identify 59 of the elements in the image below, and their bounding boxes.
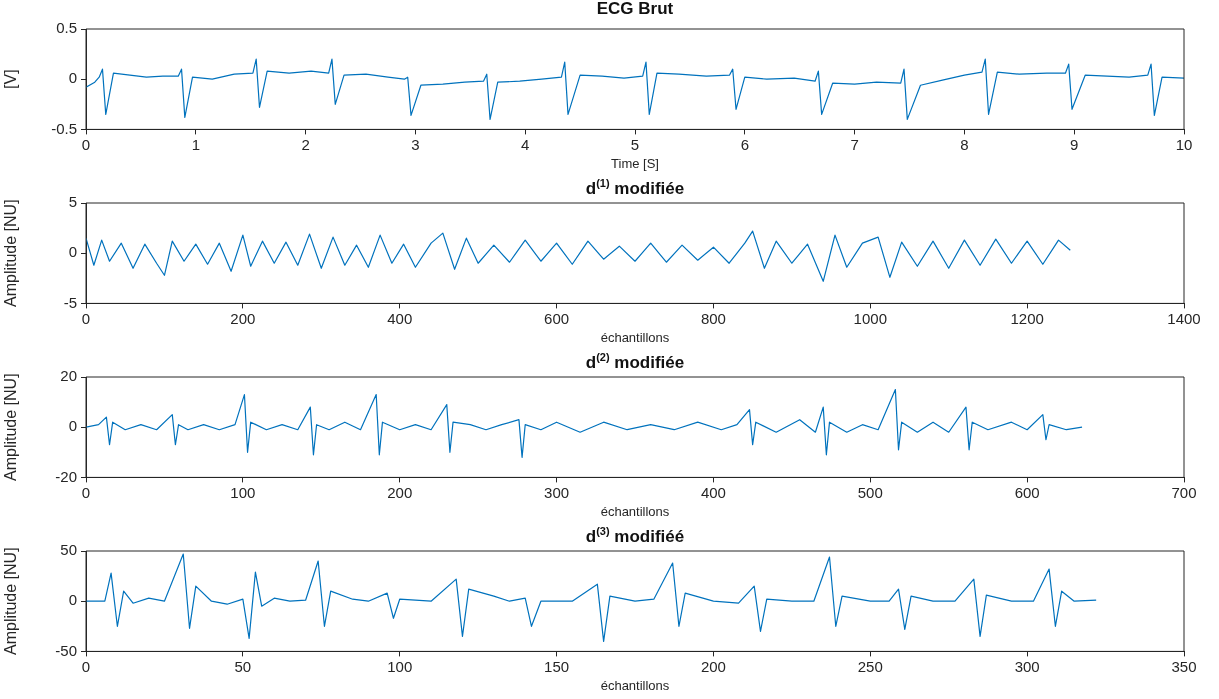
x-tick-label: 600: [1014, 483, 1040, 501]
chart-title: ECG Brut: [595, 0, 675, 18]
y-tick-label: -0.5: [51, 119, 77, 137]
x-tick-label: 300: [544, 483, 570, 501]
x-tick-label: 4: [521, 135, 530, 153]
x-tick-label: 1400: [1167, 309, 1201, 327]
chart-title: d$^{(2)}$ modifiée: [584, 350, 686, 372]
x-tick-label: 1000: [853, 309, 887, 327]
x-tick-label: 6: [740, 135, 749, 153]
y-tick-label: 0: [68, 417, 77, 435]
x-tick-label: 300: [1014, 657, 1040, 675]
x-axis-title: échantillons: [600, 677, 670, 693]
x-tick-label: 5: [630, 135, 640, 153]
y-axis-title: Amplitude [NU]: [2, 547, 20, 655]
y-tick-label: 0: [68, 243, 77, 261]
y-tick-label: -5: [63, 293, 77, 311]
x-tick-label: 7: [850, 135, 859, 153]
x-tick-label: 150: [544, 657, 570, 675]
x-tick-label: 0: [81, 309, 91, 327]
x-tick-label: 1200: [1010, 309, 1044, 327]
y-axis-title: [V]: [2, 69, 20, 89]
y-axis-title: Amplitude [NU]: [2, 199, 20, 307]
x-tick-label: 250: [857, 657, 883, 675]
x-tick-label: 600: [544, 309, 570, 327]
x-tick-label: 500: [857, 483, 883, 501]
x-tick-label: 200: [700, 657, 726, 675]
x-tick-label: 200: [230, 309, 256, 327]
x-tick-label: 3: [411, 135, 420, 153]
x-tick-label: 200: [387, 483, 413, 501]
x-tick-label: 100: [387, 657, 413, 675]
x-tick-label: 350: [1171, 657, 1197, 675]
chart-title: d$^{(1)}$ modifiée: [584, 176, 686, 198]
x-tick-label: 0: [81, 483, 91, 501]
x-tick-label: 0: [81, 657, 91, 675]
y-tick-label: 0.5: [56, 19, 77, 37]
y-tick-label: -20: [55, 467, 77, 485]
x-tick-label: 700: [1171, 483, 1197, 501]
x-axis-title: échantillons: [600, 503, 670, 519]
y-tick-label: -50: [55, 641, 77, 659]
x-tick-label: 50: [234, 657, 252, 675]
y-axis-title: Amplitude [NU]: [2, 373, 20, 481]
x-axis-title: Time [S]: [611, 155, 659, 171]
x-tick-label: 0: [81, 135, 91, 153]
x-tick-label: 9: [1070, 135, 1079, 153]
x-tick-label: 800: [700, 309, 726, 327]
x-tick-label: 2: [301, 135, 310, 153]
x-axis-title: échantillons: [600, 329, 670, 345]
y-tick-label: 20: [60, 367, 77, 385]
y-tick-label: 5: [68, 193, 77, 211]
x-tick-label: 100: [230, 483, 256, 501]
y-tick-label: 0: [68, 591, 77, 609]
y-tick-label: 0: [68, 69, 77, 87]
x-tick-label: 400: [700, 483, 726, 501]
x-tick-label: 10: [1175, 135, 1193, 153]
chart-title: d$^{(3)}$ modifiéé: [584, 524, 686, 546]
x-tick-label: 400: [387, 309, 413, 327]
y-tick-label: 50: [60, 541, 77, 559]
x-tick-label: 1: [191, 135, 200, 153]
x-tick-label: 8: [960, 135, 969, 153]
